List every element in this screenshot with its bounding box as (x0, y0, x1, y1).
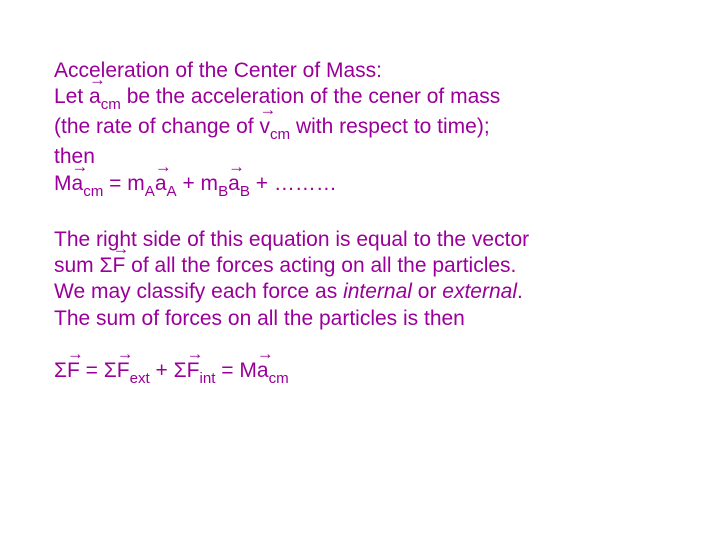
p2-l3b: or (412, 280, 442, 303)
vec-v-cm: v (259, 114, 270, 140)
p1-l3b: with respect to time); (290, 115, 490, 138)
paragraph-1: Acceleration of the Center of Mass: Let … (54, 58, 666, 201)
eq1: = (80, 359, 104, 382)
vec-a-cm-eq: a (72, 171, 84, 197)
vec-F-sum: F (113, 253, 126, 279)
italic-external: external (442, 280, 517, 303)
sub-B2: B (240, 183, 250, 200)
p2-l3c: . (517, 280, 523, 303)
p2-l4: The sum of forces on all the particles i… (54, 307, 465, 330)
sig2: Σ (104, 359, 117, 382)
p2-l2a: sum Σ (54, 254, 113, 277)
sp: + (150, 359, 174, 382)
vec-F1: F (67, 358, 80, 384)
p2-l2b: of all the forces acting on all the part… (125, 254, 516, 277)
p1-then: then (54, 145, 95, 168)
vec-a-cm: a (89, 84, 101, 110)
eq-M: M (54, 172, 72, 195)
p1-l1: Acceleration of the Center of Mass: (54, 59, 382, 82)
sub-A2: A (167, 183, 177, 200)
p1-l3a: (the rate of change of (54, 115, 259, 138)
sub-cm-2: cm (270, 126, 290, 143)
sub-B1: B (218, 183, 228, 200)
p2-l3a: We may classify each force as (54, 280, 343, 303)
p1-l2a: Let (54, 85, 89, 108)
sig3: Σ (174, 359, 187, 382)
sub-cm-final: cm (269, 370, 289, 387)
p1-l2b: be the acceleration of the cener of mass (121, 85, 500, 108)
sub-A1: A (145, 183, 155, 200)
sub-ext: ext (130, 370, 150, 387)
eq2: = M (215, 359, 256, 382)
p2-l1: The right side of this equation is equal… (54, 228, 529, 251)
eq-plus2: + ……… (250, 172, 337, 195)
slide: Acceleration of the Center of Mass: Let … (0, 0, 720, 540)
eq-plus1: + m (177, 172, 218, 195)
italic-internal: internal (343, 280, 412, 303)
vec-aB: a (228, 171, 240, 197)
paragraph-2: The right side of this equation is equal… (54, 227, 666, 332)
slide-content: Acceleration of the Center of Mass: Let … (54, 58, 666, 388)
sub-cm-eq: cm (83, 183, 103, 200)
vec-aA: a (155, 171, 167, 197)
vec-F3: F (187, 358, 200, 384)
sub-cm-1: cm (101, 96, 121, 113)
sig1: Σ (54, 359, 67, 382)
sub-int: int (199, 370, 215, 387)
eq-eq: = m (103, 172, 144, 195)
paragraph-3: ΣF = ΣFext + ΣFint = Macm (54, 358, 666, 388)
vec-F2: F (117, 358, 130, 384)
vec-a-final: a (257, 358, 269, 384)
